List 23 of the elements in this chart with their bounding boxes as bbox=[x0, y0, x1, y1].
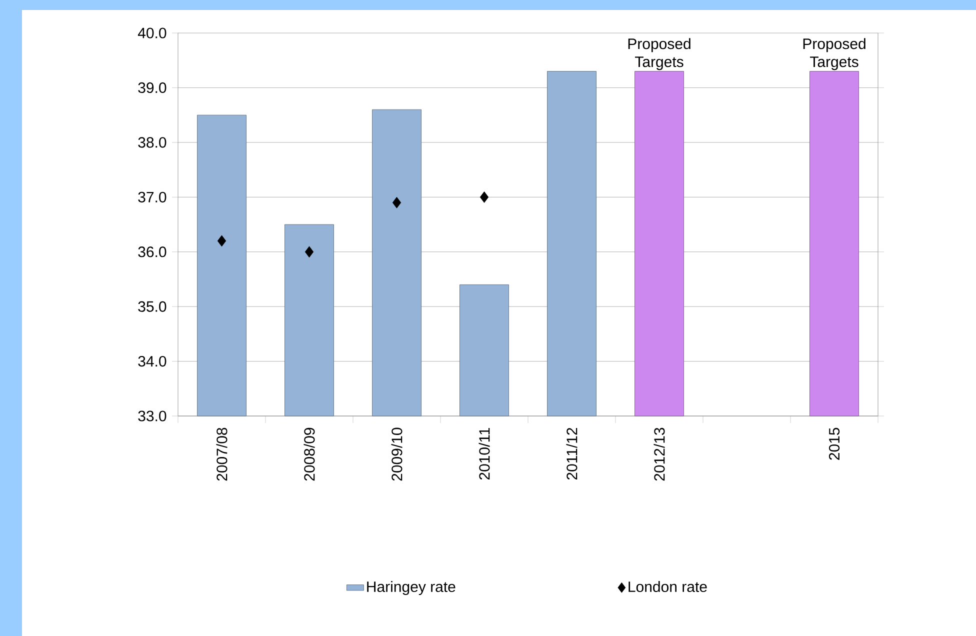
x-tick-label: 2012/13 bbox=[654, 428, 665, 481]
x-tick-label: 2007/08 bbox=[216, 428, 228, 481]
annotation: Proposed Targets bbox=[803, 38, 866, 70]
legend-label: London rate bbox=[628, 581, 707, 592]
x-tick-label: 2015 bbox=[828, 428, 840, 460]
point bbox=[304, 246, 314, 258]
y-tick-label: 39.0 bbox=[138, 82, 166, 94]
y-tick-label: 37.0 bbox=[138, 192, 166, 202]
y-tick-label: 36.0 bbox=[138, 246, 166, 258]
y-tick-label: 34.0 bbox=[138, 356, 166, 367]
x-tick-label: 2011/12 bbox=[566, 428, 578, 480]
point bbox=[480, 191, 489, 203]
y-tick-label: 35.0 bbox=[138, 301, 166, 312]
legend-label: Haringey rate bbox=[367, 581, 456, 596]
y-tick-label: 38.0 bbox=[138, 137, 166, 148]
point bbox=[217, 235, 226, 247]
point bbox=[392, 196, 402, 208]
x-tick-label: 2008/09 bbox=[304, 428, 315, 481]
y-tick-label: 33.0 bbox=[138, 410, 166, 422]
x-tick-label: 2009/10 bbox=[391, 428, 402, 481]
annotation: Proposed Targets bbox=[628, 38, 690, 70]
y-tick-label: 40.0 bbox=[138, 28, 166, 38]
x-tick-label: 2010/11 bbox=[478, 428, 490, 480]
